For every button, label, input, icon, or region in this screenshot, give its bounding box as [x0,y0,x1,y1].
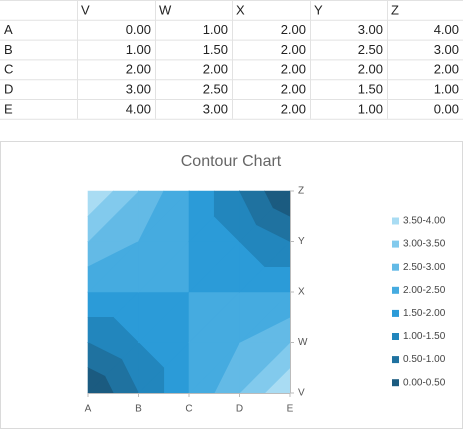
legend-label: 0.50-1.00 [403,354,446,365]
legend-swatch [392,379,399,387]
cell: 3.00 [358,22,383,37]
plot: A B C D EV W X Y Z 3.50-4.00 3.00-3.50 2.50-3.00 2.0… [85,186,446,415]
legend-label: 1.50-2.00 [403,308,446,319]
y-tick-label: Y [298,236,305,247]
cell: 0.00 [126,22,151,37]
legend-swatch [392,217,399,225]
contour-band [264,190,291,209]
row-header: A [4,22,13,37]
contour-band [138,190,190,242]
row-header: B [4,42,13,57]
cell: 1.50 [203,42,228,57]
legend-label: 3.00-3.50 [403,239,446,250]
contour-band [213,190,241,217]
cell: 2.50 [203,82,228,97]
x-tick-label: A [85,404,92,415]
row-header: C [4,62,13,77]
cell: 2.00 [358,62,383,77]
column-header: Y [314,2,323,17]
row-header: E [4,101,13,116]
table: V W X Y Z A 0.00 1.00 2.00 3.00 4.00 B 1.00 1.50 2.00 2… [0,0,463,120]
legend-swatch [392,240,399,248]
legend-label: 3.50-4.00 [403,216,446,227]
x-tick-label: E [287,404,294,415]
column-header: Z [391,2,399,17]
cell: 2.00 [203,62,228,77]
cell: 4.00 [126,101,151,116]
cell: 2.00 [434,62,459,77]
column-header: W [159,2,172,17]
legend-label: 2.50-3.00 [403,262,446,273]
cell: 1.00 [203,22,228,37]
cell: 1.00 [126,42,151,57]
cell: 3.00 [203,101,228,116]
y-tick-label: Z [298,186,304,197]
contour-band [87,367,106,394]
legend-label: 0.00-0.50 [403,377,446,388]
cell: 2.00 [281,42,306,57]
contour-band [87,241,139,293]
legend-swatch [392,263,399,271]
cell: 2.00 [281,82,306,97]
cell: 0.00 [434,101,459,116]
y-tick-label: W [298,337,308,348]
cell: 1.00 [434,82,459,97]
x-tick-label: C [185,404,192,415]
contour-band [87,316,114,344]
chart-title: Contour Chart [181,153,282,170]
cell: 1.50 [358,82,383,97]
x-tick-label: B [135,404,142,415]
legend-label: 1.00-1.50 [403,331,446,342]
legend-swatch [392,356,399,364]
column-header: X [236,2,245,17]
legend-label: 2.00-2.50 [403,285,446,296]
x-tick-label: D [236,404,243,415]
y-tick-label: V [298,388,305,399]
cell: 2.00 [281,101,306,116]
cell: 2.00 [281,22,306,37]
contour-band [87,190,140,243]
cell: 3.00 [434,42,459,57]
legend-swatch [392,286,399,294]
legend-swatch [392,333,399,340]
cell: 1.00 [358,101,383,116]
y-tick-label: X [298,287,305,298]
cell: 2.00 [126,62,151,77]
legend-swatch [392,309,399,317]
cell: 3.00 [126,82,151,97]
cell: 2.50 [358,42,383,57]
contour-band [138,341,165,394]
column-header: V [81,2,90,17]
cell: 2.00 [281,62,306,77]
row-header: D [4,82,13,97]
cell: 4.00 [434,22,459,37]
